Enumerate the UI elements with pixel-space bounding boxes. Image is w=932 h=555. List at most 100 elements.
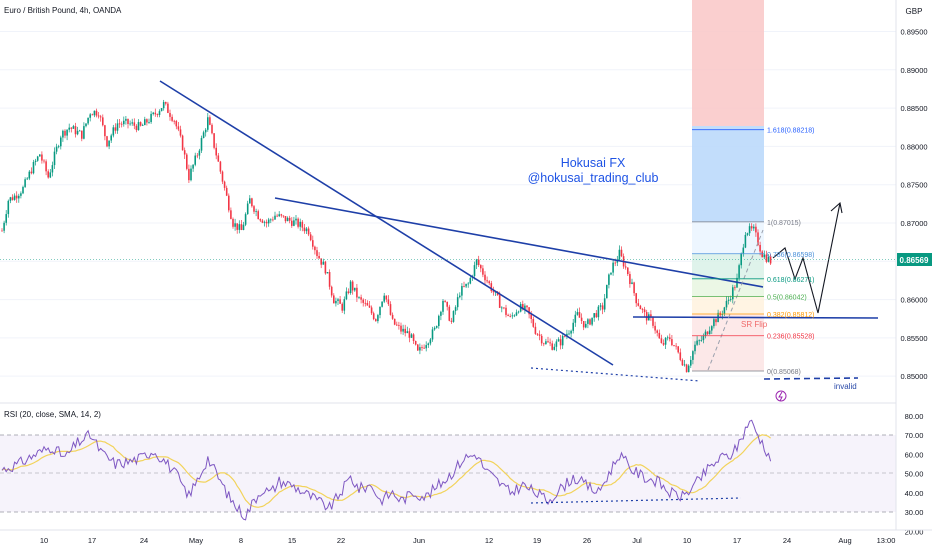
candle-body bbox=[316, 250, 318, 257]
rsi-axis-ticks: 80.00 70.00 60.00 50.00 40.00 30.00 20.00 bbox=[905, 412, 924, 537]
candle-body bbox=[595, 313, 598, 318]
rsi-tick: 50.00 bbox=[905, 470, 924, 479]
time-tick: 15 bbox=[288, 536, 296, 545]
candle-body bbox=[597, 306, 600, 318]
candle-body bbox=[725, 300, 728, 308]
last-price-label: 0.86569 bbox=[900, 256, 929, 265]
candle-body bbox=[228, 195, 230, 211]
sr-flip-line[interactable] bbox=[632, 316, 879, 319]
candle-body bbox=[293, 220, 295, 226]
time-tick: 10 bbox=[40, 536, 48, 545]
candle-body bbox=[211, 124, 213, 134]
candle-body bbox=[251, 198, 253, 207]
candle-body bbox=[127, 118, 129, 124]
projection-path bbox=[772, 202, 841, 314]
time-axis-labels: 10 17 24 May 8 15 22 Jun 12 19 26 Jul 10 17 24 Aug 13:00 bbox=[40, 536, 896, 545]
lightning-icon[interactable] bbox=[775, 390, 787, 402]
candle-body bbox=[433, 327, 436, 330]
candle-body bbox=[444, 300, 446, 302]
candle-body bbox=[328, 272, 331, 287]
time-tick: 17 bbox=[733, 536, 741, 545]
rsi-tick: 70.00 bbox=[905, 431, 924, 440]
candle-body bbox=[526, 305, 528, 308]
candle-body bbox=[295, 218, 297, 221]
candle-body bbox=[238, 224, 241, 230]
candle-body bbox=[13, 195, 16, 200]
candle-body bbox=[192, 164, 194, 169]
rsi-band-fill bbox=[0, 435, 896, 512]
time-tick: 13:00 bbox=[877, 536, 896, 545]
candle-body bbox=[236, 223, 238, 230]
candle-body bbox=[49, 172, 52, 178]
candle-body bbox=[469, 277, 472, 284]
candle-body bbox=[263, 221, 266, 223]
invalid-level-line[interactable] bbox=[763, 377, 859, 380]
candle-body bbox=[91, 114, 94, 116]
candle-body bbox=[322, 261, 325, 265]
candle-body bbox=[612, 262, 614, 273]
support-dotted-line[interactable] bbox=[530, 367, 701, 382]
candle-body bbox=[209, 117, 211, 125]
time-tick: 26 bbox=[583, 536, 591, 545]
candle-body bbox=[410, 334, 413, 338]
descending-trendline-2[interactable] bbox=[274, 197, 764, 288]
candle-body bbox=[614, 262, 616, 264]
candle-body bbox=[503, 307, 505, 309]
candle-body bbox=[303, 227, 306, 232]
candle-body bbox=[18, 195, 20, 199]
candle-body bbox=[129, 123, 131, 125]
candle-body bbox=[675, 345, 677, 347]
candle-body bbox=[578, 312, 581, 318]
candle-body bbox=[505, 307, 507, 315]
candle-body bbox=[448, 306, 451, 321]
candle-body bbox=[635, 293, 637, 304]
candle-body bbox=[610, 272, 612, 275]
candle-body bbox=[171, 116, 173, 121]
target-zone bbox=[692, 126, 764, 222]
candle-body bbox=[68, 127, 70, 130]
candle-body bbox=[679, 352, 682, 360]
candle-body bbox=[744, 234, 747, 248]
symbol-title: Euro / British Pound, 4h, OANDA bbox=[4, 6, 122, 15]
candle-body bbox=[715, 319, 717, 323]
candle-body bbox=[99, 116, 102, 118]
fib-zone bbox=[692, 296, 764, 314]
candle-body bbox=[698, 340, 700, 342]
candle-body bbox=[45, 161, 47, 172]
candle-body bbox=[66, 129, 68, 136]
candle-body bbox=[89, 114, 91, 118]
fib-level-label: 0.5(0.86042) bbox=[767, 294, 807, 301]
candle-body bbox=[312, 240, 314, 247]
candle-body bbox=[150, 113, 152, 123]
candle-body bbox=[106, 136, 108, 147]
candle-body bbox=[398, 325, 400, 326]
candle-body bbox=[198, 150, 201, 156]
descending-trendline-1[interactable] bbox=[159, 80, 614, 366]
candle-body bbox=[43, 160, 45, 162]
candle-body bbox=[564, 335, 566, 337]
candle-body bbox=[242, 224, 245, 231]
candle-body bbox=[144, 119, 146, 126]
candle-body bbox=[673, 345, 675, 346]
candle-body bbox=[137, 122, 140, 131]
candle-body bbox=[467, 283, 469, 285]
candle-body bbox=[9, 197, 12, 201]
candle-body bbox=[341, 303, 343, 311]
candle-body bbox=[574, 314, 577, 323]
candle-body bbox=[301, 221, 304, 228]
candle-body bbox=[557, 339, 560, 342]
candle-body bbox=[249, 198, 251, 204]
last-price-badge bbox=[897, 253, 932, 266]
candle-body bbox=[723, 307, 726, 314]
candle-body bbox=[219, 161, 222, 172]
candle-body bbox=[60, 137, 62, 147]
candle-body bbox=[438, 315, 440, 327]
candle-body bbox=[509, 315, 511, 317]
candle-body bbox=[507, 314, 509, 316]
candle-body bbox=[244, 214, 247, 225]
rsi-divergence-line[interactable] bbox=[530, 497, 742, 504]
candle-body bbox=[305, 228, 308, 232]
candle-body bbox=[702, 336, 705, 341]
candle-body bbox=[427, 343, 430, 346]
